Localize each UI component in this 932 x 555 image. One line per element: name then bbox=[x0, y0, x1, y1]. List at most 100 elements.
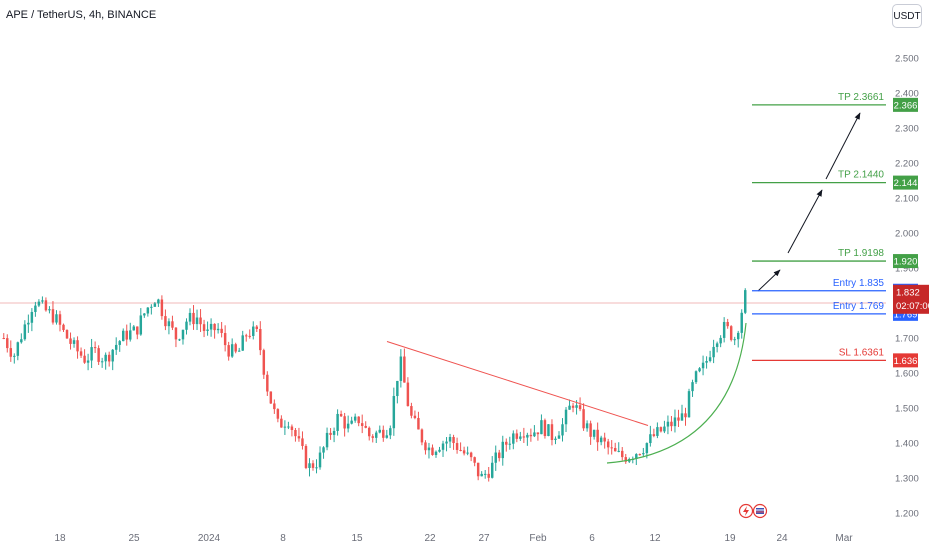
candle-body bbox=[483, 473, 487, 475]
candle-body bbox=[283, 426, 287, 428]
level-label-entry: Entry 1.769 bbox=[833, 301, 885, 312]
candle-body bbox=[360, 423, 364, 426]
candle-body bbox=[48, 309, 51, 311]
candle-body bbox=[136, 326, 139, 335]
candle-body bbox=[192, 312, 195, 325]
level-tag-tp bbox=[893, 254, 918, 269]
candle-body bbox=[315, 467, 318, 469]
projection-arrow bbox=[825, 112, 861, 180]
candle-body bbox=[125, 330, 128, 340]
candle-body bbox=[610, 447, 613, 449]
candle-body bbox=[557, 435, 561, 439]
candle-body bbox=[621, 450, 624, 458]
candle-body bbox=[508, 443, 512, 445]
candle-body bbox=[353, 416, 357, 421]
candle-body bbox=[624, 457, 627, 462]
candle-body bbox=[9, 348, 13, 357]
candle-body bbox=[617, 450, 620, 452]
candle-body bbox=[367, 427, 371, 437]
candle-body bbox=[677, 417, 680, 421]
candles-group bbox=[2, 288, 747, 482]
candle-body bbox=[318, 452, 322, 468]
candle-body bbox=[466, 452, 469, 454]
time-axis-label: 6 bbox=[589, 533, 595, 544]
candle-body bbox=[498, 452, 501, 459]
candle-body bbox=[294, 429, 297, 437]
candle-body bbox=[522, 436, 526, 438]
candle-body bbox=[582, 409, 585, 429]
time-axis-label: 18 bbox=[54, 533, 66, 544]
level-label-tp: TP 2.3661 bbox=[838, 92, 884, 103]
candle-body bbox=[234, 344, 237, 352]
candle-body bbox=[90, 347, 93, 361]
candle-body bbox=[199, 317, 202, 325]
candle-body bbox=[20, 339, 23, 343]
price-axis-label: 1.600 bbox=[895, 369, 919, 380]
candle-body bbox=[79, 351, 83, 356]
candle-body bbox=[413, 415, 417, 418]
level-tag-text: 1.769 bbox=[894, 309, 918, 320]
candle-body bbox=[561, 424, 564, 436]
candle-body bbox=[13, 355, 16, 357]
candle-body bbox=[399, 356, 403, 381]
candle-body bbox=[41, 300, 44, 302]
price-axis-label: 1.700 bbox=[895, 334, 919, 345]
current-price-tag bbox=[893, 284, 929, 314]
candle-body bbox=[230, 344, 234, 357]
candle-body bbox=[185, 321, 188, 330]
candle-body bbox=[680, 413, 684, 421]
candle-body bbox=[252, 326, 255, 336]
candle-body bbox=[27, 322, 30, 325]
candle-body bbox=[55, 314, 58, 323]
candle-body bbox=[195, 317, 199, 325]
candle-body bbox=[332, 430, 336, 435]
candle-body bbox=[476, 462, 480, 477]
level-label-tp: TP 2.1440 bbox=[838, 170, 884, 181]
level-tag-sl bbox=[893, 353, 918, 368]
level-label-tp: TP 1.9198 bbox=[838, 248, 884, 259]
time-axis-label: 2024 bbox=[198, 533, 221, 544]
candle-body bbox=[726, 321, 729, 327]
currency-button[interactable]: USDT bbox=[892, 4, 922, 28]
candle-body bbox=[153, 303, 157, 307]
candle-body bbox=[712, 346, 715, 358]
candle-body bbox=[308, 463, 311, 468]
candle-body bbox=[698, 368, 701, 372]
level-label-entry: Entry 1.835 bbox=[833, 278, 885, 289]
candle-body bbox=[652, 434, 656, 436]
candle-body bbox=[343, 416, 346, 429]
time-axis-label: 27 bbox=[478, 533, 490, 544]
candle-body bbox=[505, 441, 508, 445]
candle-body bbox=[469, 452, 473, 458]
candle-body bbox=[273, 403, 276, 410]
level-tag-tp bbox=[893, 175, 918, 190]
candle-body bbox=[645, 443, 649, 454]
candle-body bbox=[290, 426, 294, 430]
candle-body bbox=[487, 473, 490, 478]
candle-body bbox=[206, 329, 209, 331]
candle-body bbox=[202, 324, 206, 331]
candle-body bbox=[2, 338, 5, 339]
candle-body bbox=[245, 335, 248, 337]
candle-body bbox=[107, 354, 111, 362]
candle-body bbox=[459, 449, 462, 451]
candle-body bbox=[708, 357, 712, 362]
candle-body bbox=[606, 441, 610, 448]
current-price-text: 1.832 bbox=[896, 287, 920, 298]
symbol-title: APE / TetherUS, 4h, BINANCE bbox=[6, 9, 157, 21]
price-axis-label: 1.200 bbox=[895, 509, 919, 520]
candle-body bbox=[213, 323, 216, 331]
candle-body bbox=[389, 428, 392, 436]
candle-body bbox=[174, 327, 178, 340]
level-tag-text: 1.636 bbox=[894, 356, 918, 367]
candle-body bbox=[65, 330, 69, 339]
candle-body bbox=[237, 350, 241, 352]
candle-body bbox=[694, 371, 698, 383]
candle-body bbox=[382, 429, 385, 438]
price-axis-label: 1.900 bbox=[895, 264, 919, 275]
candle-body bbox=[554, 438, 557, 441]
candle-body bbox=[58, 314, 62, 325]
candle-body bbox=[740, 312, 743, 333]
